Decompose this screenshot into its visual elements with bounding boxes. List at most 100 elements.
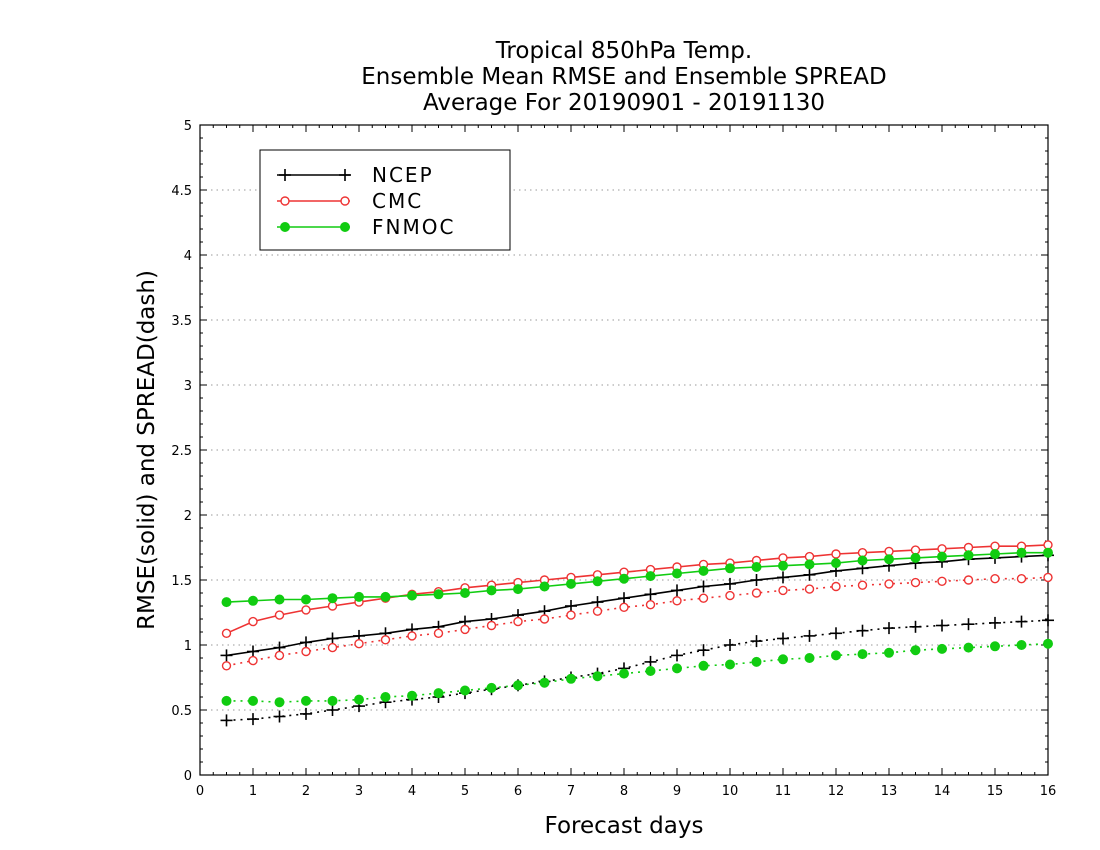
x-tick-label: 7 — [567, 784, 575, 799]
cmc-rmse-point — [248, 616, 258, 627]
fnmoc-spread-point — [831, 650, 841, 661]
fnmoc-spread-point — [990, 641, 1000, 652]
fnmoc-rmse-point — [990, 549, 1000, 559]
ncep-spread-point — [671, 649, 683, 662]
x-tick-label: 16 — [1040, 784, 1057, 799]
fnmoc-rmse-point — [327, 593, 338, 604]
legend-label-fnmoc: FNMOC — [372, 215, 455, 239]
chart-title-line-1: Tropical 850hPa Temp. — [495, 38, 752, 64]
fnmoc-spread-point — [221, 695, 232, 706]
fnmoc-spread-point — [566, 673, 576, 684]
x-tick-label: 2 — [302, 784, 310, 799]
grid-lines — [200, 189, 1048, 711]
ncep-rmse-point — [326, 632, 339, 645]
x-tick-label: 12 — [828, 784, 845, 799]
fnmoc-spread-point — [513, 680, 523, 691]
cmc-rmse-point — [301, 605, 311, 615]
cmc-spread-point — [221, 661, 232, 671]
fnmoc-rmse-point — [460, 588, 470, 598]
cmc-spread-point — [248, 655, 258, 666]
fnmoc-rmse-point — [884, 554, 894, 565]
ncep-rmse-point — [220, 649, 233, 662]
fnmoc-spread-point — [274, 697, 285, 708]
ncep-rmse-point — [591, 596, 604, 609]
ncep-spread-point — [1042, 614, 1054, 627]
cmc-spread-point — [486, 620, 497, 631]
ncep-spread-point — [644, 655, 657, 668]
x-tick-label: 14 — [934, 784, 951, 799]
ncep-spread-point — [326, 704, 339, 716]
ncep-rmse-point — [697, 580, 710, 593]
fnmoc-rmse-point — [539, 581, 550, 592]
ncep-spread-point — [936, 619, 948, 632]
y-axis-label: RMSE(solid) and SPREAD(dash) — [134, 270, 160, 630]
cmc-spread-point — [460, 624, 470, 635]
x-tick-label: 6 — [514, 784, 522, 799]
legend-marker-ncep — [279, 169, 291, 181]
ncep-rmse-point — [777, 571, 789, 584]
ncep-rmse-point — [618, 592, 630, 605]
fnmoc-rmse-point — [407, 590, 417, 601]
cmc-spread-point — [725, 590, 735, 601]
fnmoc-rmse-point — [592, 576, 603, 587]
ncep-spread-point — [803, 629, 816, 642]
fnmoc-spread-point — [301, 695, 311, 706]
fnmoc-rmse-point — [937, 551, 947, 562]
x-tick-label: 13 — [881, 784, 898, 799]
cmc-spread-point — [884, 579, 894, 589]
ncep-rmse-point — [750, 574, 763, 586]
ncep-spread-point — [856, 624, 869, 637]
cmc-spread-point — [327, 642, 338, 653]
ncep-spread-point — [777, 632, 789, 645]
ncep-spread-point — [750, 635, 763, 648]
cmc-spread-point — [857, 580, 868, 590]
fnmoc-spread-point — [407, 690, 417, 701]
fnmoc-spread-point — [698, 660, 709, 671]
cmc-spread-point — [380, 635, 391, 645]
ncep-spread-point — [830, 627, 842, 640]
ncep-rmse-point — [247, 645, 259, 658]
fnmoc-rmse-point — [725, 563, 735, 574]
chart-title-line-2: Ensemble Mean RMSE and Ensemble SPREAD — [361, 64, 886, 90]
ncep-spread-point — [962, 618, 975, 631]
fnmoc-rmse-point — [619, 573, 629, 584]
fnmoc-rmse-point — [248, 595, 258, 606]
fnmoc-rmse-point — [910, 552, 921, 563]
fnmoc-spread-point — [937, 643, 947, 654]
fnmoc-rmse-point — [513, 584, 523, 595]
fnmoc-spread-point — [1016, 640, 1027, 650]
y-tick-label: 1.5 — [171, 574, 192, 589]
x-tick-label: 15 — [987, 784, 1004, 799]
cmc-spread-point — [698, 593, 709, 603]
fnmoc-spread-point — [592, 671, 603, 682]
cmc-spread-point — [831, 581, 841, 592]
fnmoc-spread-point — [778, 654, 788, 665]
cmc-spread-point — [672, 596, 682, 606]
fnmoc-spread-line — [226, 642, 1049, 704]
x-tick-label: 9 — [673, 784, 681, 799]
axes: 00.511.522.533.544.550 1 2 3 4 5 6 7 8 9 10 11 12 13 1… — [171, 119, 1056, 799]
ncep-spread-point — [883, 622, 895, 635]
cmc-spread-point — [1043, 572, 1053, 583]
ncep-spread-line — [226, 619, 1049, 722]
legend-marker-cmc — [280, 196, 290, 206]
cmc-spread-point — [513, 616, 523, 627]
fnmoc-rmse-point — [963, 550, 974, 561]
y-tick-label: 5 — [184, 119, 192, 134]
cmc-rmse-point — [804, 551, 815, 562]
cmc-spread-point — [645, 600, 656, 610]
cmc-spread-point — [937, 576, 947, 586]
fnmoc-rmse-point — [698, 565, 709, 576]
cmc-spread-point — [539, 614, 550, 624]
fnmoc-spread-point — [486, 682, 497, 693]
ncep-spread-point — [300, 707, 312, 720]
cmc-spread-point — [566, 610, 576, 620]
fnmoc-rmse-line — [226, 551, 1048, 603]
fnmoc-rmse-point — [778, 560, 788, 571]
fnmoc-spread-point — [725, 659, 735, 670]
legend-label-ncep: NCEP — [372, 163, 434, 187]
legend-marker-fnmoc — [280, 222, 290, 232]
ncep-spread-point — [989, 616, 1001, 629]
fnmoc-spread-point — [433, 688, 444, 699]
